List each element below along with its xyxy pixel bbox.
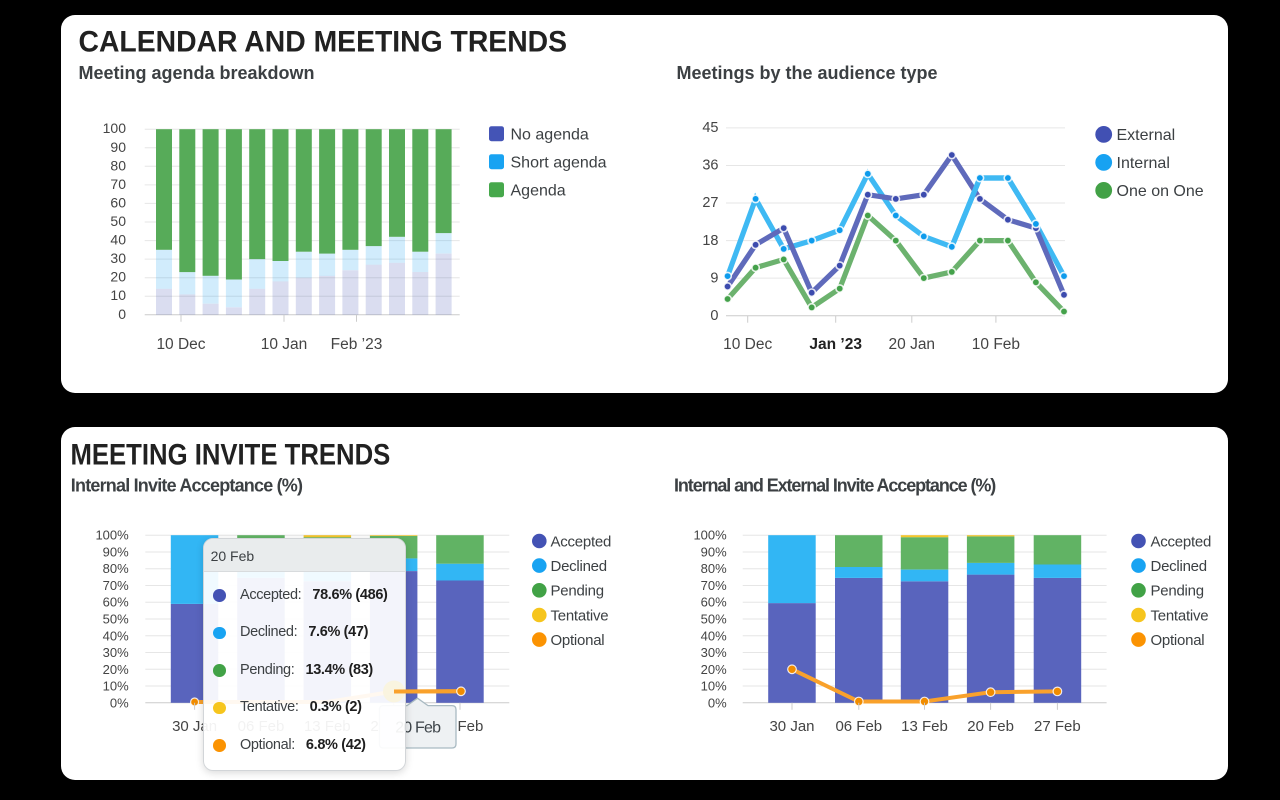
svg-text:MEETING INVITE TRENDS: MEETING INVITE TRENDS	[71, 438, 391, 471]
svg-text:27 Feb: 27 Feb	[1034, 718, 1081, 735]
svg-text:100%: 100%	[693, 528, 727, 543]
svg-text:Accepted: Accepted	[1151, 533, 1212, 550]
svg-text:90%: 90%	[701, 545, 727, 560]
svg-text:0: 0	[118, 306, 126, 322]
svg-text:30%: 30%	[701, 645, 727, 660]
svg-text:Internal and External Invite A: Internal and External Invite Acceptance …	[674, 476, 996, 496]
svg-text:80%: 80%	[103, 561, 129, 576]
svg-text:0: 0	[710, 308, 718, 324]
svg-text:CALENDAR AND MEETING TRENDS: CALENDAR AND MEETING TRENDS	[79, 26, 568, 59]
svg-text:100: 100	[103, 120, 127, 136]
svg-text:Meetings by the audience type: Meetings by the audience type	[677, 63, 938, 83]
svg-text:70%: 70%	[701, 578, 727, 593]
svg-text:90%: 90%	[103, 545, 129, 560]
svg-text:06 Feb: 06 Feb	[835, 718, 882, 735]
svg-text:Pending: Pending	[551, 583, 604, 600]
svg-text:30%: 30%	[103, 645, 129, 660]
svg-text:Optional: Optional	[551, 632, 605, 649]
svg-text:10 Jan: 10 Jan	[261, 336, 308, 353]
svg-text:60%: 60%	[701, 595, 727, 610]
svg-text:10: 10	[110, 287, 126, 303]
svg-text:50: 50	[110, 213, 126, 229]
svg-text:10 Dec: 10 Dec	[156, 336, 205, 353]
svg-text:36: 36	[702, 158, 718, 174]
svg-text:60%: 60%	[103, 595, 129, 610]
svg-text:30: 30	[110, 250, 126, 266]
svg-text:Internal Invite Acceptance (%): Internal Invite Acceptance (%)	[71, 476, 303, 496]
svg-text:80: 80	[110, 157, 126, 173]
svg-text:Feb ’23: Feb ’23	[331, 336, 383, 353]
svg-text:50%: 50%	[103, 612, 129, 627]
svg-text:80%: 80%	[701, 561, 727, 576]
svg-text:Declined: Declined	[1151, 558, 1207, 575]
svg-text:20 Jan: 20 Jan	[889, 336, 936, 353]
svg-text:One on One: One on One	[1117, 183, 1204, 200]
svg-text:Optional: Optional	[1151, 632, 1205, 649]
svg-text:30 Jan: 30 Jan	[769, 718, 814, 735]
svg-text:Internal: Internal	[1117, 155, 1170, 172]
svg-text:40: 40	[110, 232, 126, 248]
svg-text:10%: 10%	[103, 679, 129, 694]
svg-text:20%: 20%	[701, 662, 727, 677]
svg-text:0%: 0%	[110, 695, 129, 710]
svg-text:60: 60	[110, 194, 126, 210]
svg-text:Agenda: Agenda	[511, 183, 566, 200]
svg-text:Declined: Declined	[551, 558, 607, 575]
svg-text:13 Feb: 13 Feb	[901, 718, 948, 735]
svg-text:20 Feb: 20 Feb	[967, 718, 1014, 735]
svg-text:18: 18	[702, 233, 718, 249]
svg-text:Pending: Pending	[1151, 583, 1204, 600]
svg-text:27: 27	[702, 195, 718, 211]
svg-text:No agenda: No agenda	[511, 127, 589, 144]
svg-text:45: 45	[702, 120, 718, 136]
svg-text:Meeting agenda breakdown: Meeting agenda breakdown	[79, 63, 315, 83]
svg-text:0%: 0%	[708, 695, 727, 710]
svg-text:27 Feb: 27 Feb	[437, 718, 484, 735]
svg-text:Short agenda: Short agenda	[511, 155, 607, 172]
svg-text:70%: 70%	[103, 578, 129, 593]
svg-text:20: 20	[110, 269, 126, 285]
svg-text:Jan ’23: Jan ’23	[809, 336, 862, 353]
svg-text:50%: 50%	[701, 612, 727, 627]
svg-text:70: 70	[110, 176, 126, 192]
svg-text:10 Feb: 10 Feb	[972, 336, 1020, 353]
svg-text:External: External	[1117, 127, 1176, 144]
svg-text:10 Dec: 10 Dec	[723, 336, 772, 353]
svg-text:40%: 40%	[103, 628, 129, 643]
svg-text:100%: 100%	[95, 528, 129, 543]
svg-text:9: 9	[710, 270, 718, 286]
svg-text:Accepted: Accepted	[551, 533, 612, 550]
svg-text:Tentative: Tentative	[551, 607, 609, 624]
svg-text:10%: 10%	[701, 679, 727, 694]
svg-text:90: 90	[110, 139, 126, 155]
svg-text:Tentative: Tentative	[1151, 607, 1209, 624]
svg-text:20%: 20%	[103, 662, 129, 677]
svg-text:40%: 40%	[701, 628, 727, 643]
